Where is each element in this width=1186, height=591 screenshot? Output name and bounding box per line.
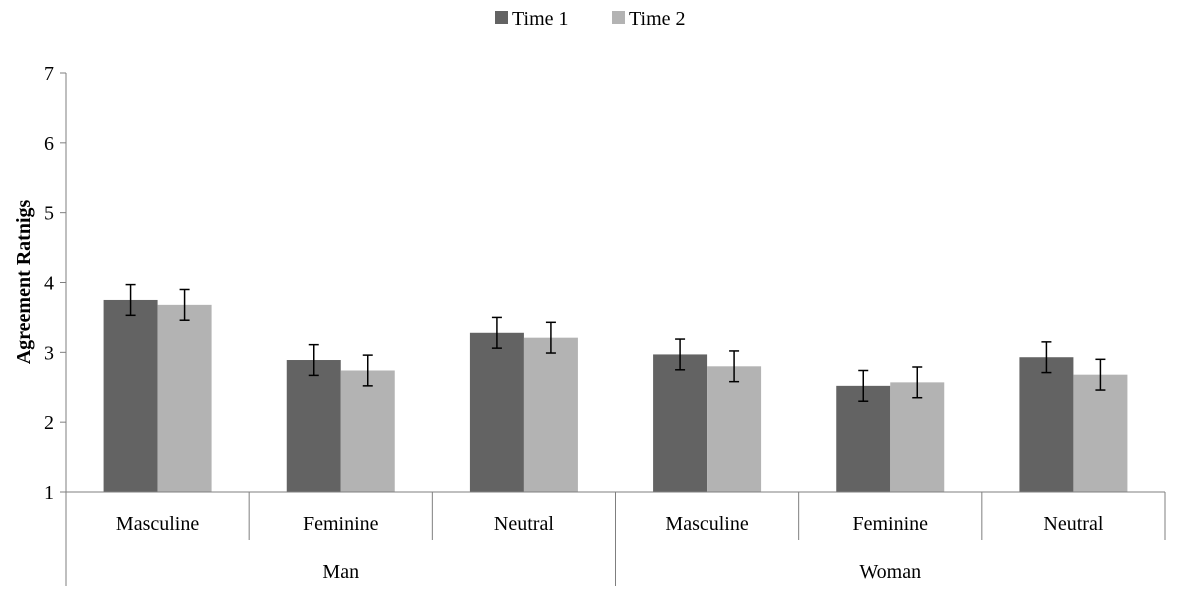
bar <box>1073 374 1128 492</box>
y-tick-label: 6 <box>44 133 54 155</box>
legend: Time 1 Time 2 <box>495 8 686 30</box>
bar <box>1019 357 1074 492</box>
x-category-label: Masculine <box>116 513 199 535</box>
bar <box>653 354 708 492</box>
y-tick-label: 1 <box>44 482 54 504</box>
y-tick-label: 7 <box>44 63 54 85</box>
x-axis: Masculine Feminine Neutral Masculine Feminin… <box>66 491 1166 586</box>
bar <box>157 304 212 492</box>
bar <box>340 370 395 492</box>
y-axis: 1 2 3 4 5 6 7 <box>44 63 67 586</box>
legend-swatch <box>612 11 625 24</box>
x-category-label: Feminine <box>852 513 928 535</box>
bar <box>890 382 945 492</box>
y-axis-label: Agreement Ratnigs <box>13 199 35 364</box>
x-category-label: Feminine <box>303 513 379 535</box>
bar <box>707 366 762 492</box>
x-category-label: Neutral <box>1043 513 1103 535</box>
x-category-label: Masculine <box>665 513 748 535</box>
y-tick-label: 3 <box>44 342 54 364</box>
legend-label: Time 1 <box>512 8 569 30</box>
x-group-label: Woman <box>859 561 921 583</box>
legend-label: Time 2 <box>629 8 686 30</box>
bars <box>103 283 1128 492</box>
bar <box>103 299 158 492</box>
bar <box>286 360 341 492</box>
bar <box>469 332 524 492</box>
y-tick-label: 4 <box>44 273 54 295</box>
x-category-label: Neutral <box>494 513 554 535</box>
bar <box>836 385 891 492</box>
bar <box>523 337 578 492</box>
x-group-label: Man <box>322 561 359 583</box>
y-tick-label: 2 <box>44 412 54 434</box>
y-tick-label: 5 <box>44 203 54 225</box>
legend-swatch <box>495 11 508 24</box>
